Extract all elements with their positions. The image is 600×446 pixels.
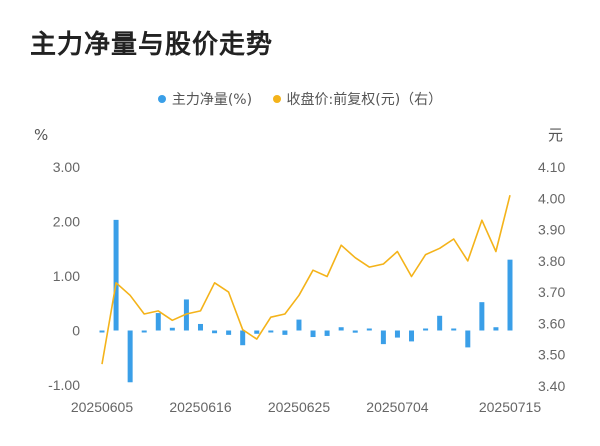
right-tick-label: 4.00 <box>538 190 565 206</box>
right-tick-label: 4.10 <box>538 159 565 175</box>
net-volume-bar <box>268 330 274 333</box>
net-volume-bar <box>310 330 316 338</box>
net-volume-bar <box>99 330 105 333</box>
close-price-line-group <box>101 195 511 365</box>
left-tick-label: -1.00 <box>48 377 80 393</box>
net-volume-bar <box>507 259 513 331</box>
x-axis: 20250605 20250616 20250625 20250704 20250715 <box>71 399 542 415</box>
net-volume-bar <box>212 330 218 334</box>
net-volume-bar <box>113 219 119 331</box>
net-volume-bar <box>155 313 161 331</box>
net-volume-bar <box>451 328 457 331</box>
left-tick-label: 1.00 <box>53 268 80 284</box>
net-volume-bar <box>409 330 415 342</box>
net-volume-bar <box>479 302 485 331</box>
net-volume-bar <box>423 328 429 331</box>
x-tick-label: 20250704 <box>366 399 429 415</box>
page-title: 主力净量与股价走势 <box>30 30 274 60</box>
right-axis: 4.10 4.00 3.90 3.80 3.70 3.60 3.50 3.40 <box>538 159 565 394</box>
net-volume-bar <box>141 330 147 333</box>
right-tick-label: 3.50 <box>538 347 565 363</box>
net-volume-bar <box>254 330 260 334</box>
x-tick-label: 20250616 <box>169 399 232 415</box>
legend-item-close-price[interactable]: 收盘价:前复权(元)（右） <box>272 89 443 109</box>
legend-label-net-volume: 主力净量(%) <box>171 92 253 108</box>
right-tick-label: 3.40 <box>538 378 565 394</box>
net-volume-bar <box>324 330 330 336</box>
left-tick-label: 0 <box>72 323 80 339</box>
net-volume-bar <box>169 327 175 331</box>
net-volume-bar <box>366 328 372 331</box>
chart-legend: 主力净量(%) 收盘价:前复权(元)（右） <box>0 89 600 109</box>
net-volume-bar <box>394 330 400 338</box>
left-tick-label: 3.00 <box>53 159 80 175</box>
right-tick-label: 3.70 <box>538 284 565 300</box>
net-volume-bar <box>380 330 386 345</box>
net-volume-bar <box>183 299 189 331</box>
net-volume-bar <box>240 330 246 346</box>
net-volume-bar <box>127 330 133 383</box>
right-tick-label: 3.80 <box>538 253 565 269</box>
net-volume-bar <box>282 330 288 335</box>
net-volume-bar <box>493 327 499 331</box>
net-volume-bar <box>296 319 302 331</box>
right-tick-label: 3.60 <box>538 315 565 331</box>
x-tick-label: 20250605 <box>71 399 134 415</box>
x-tick-label: 20250625 <box>268 399 331 415</box>
net-volume-bar <box>352 330 358 333</box>
net-volume-bar <box>338 327 344 331</box>
left-axis-unit: % <box>34 126 48 144</box>
left-axis: 3.00 2.00 1.00 0 -1.00 <box>48 159 80 393</box>
right-tick-label: 3.90 <box>538 222 565 238</box>
left-tick-label: 2.00 <box>53 214 80 230</box>
x-tick-label: 20250715 <box>479 399 542 415</box>
net-volume-bar <box>226 330 232 335</box>
net-volume-bar <box>197 323 203 331</box>
legend-line-marker-icon <box>272 95 281 103</box>
legend-label-close-price: 收盘价:前复权(元)（右） <box>286 92 443 108</box>
net-volume-bar <box>465 330 471 348</box>
net-volume-bars <box>99 219 513 383</box>
legend-item-net-volume[interactable]: 主力净量(%) <box>157 89 253 109</box>
right-axis-unit: 元 <box>548 126 563 144</box>
net-volume-bar <box>437 315 443 331</box>
close-price-line <box>101 195 511 365</box>
legend-bar-marker-icon <box>157 95 166 103</box>
